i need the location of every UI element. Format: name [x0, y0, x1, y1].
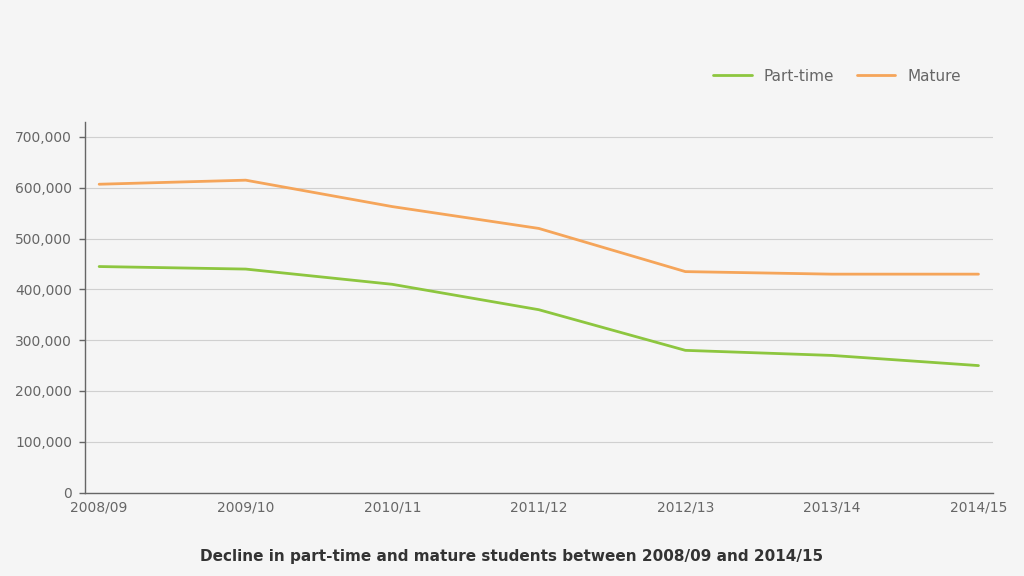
Mature — [973, 271, 985, 278]
Part-time — [386, 281, 398, 288]
Line: Mature: Mature — [99, 180, 979, 274]
Line: Part-time: Part-time — [99, 267, 979, 366]
Part-time — [679, 347, 691, 354]
Mature — [93, 181, 105, 188]
Part-time — [93, 263, 105, 270]
Mature — [825, 271, 838, 278]
Part-time — [240, 266, 252, 272]
Mature — [240, 177, 252, 184]
Mature — [386, 203, 398, 210]
Mature — [679, 268, 691, 275]
Part-time — [825, 352, 838, 359]
Part-time — [532, 306, 545, 313]
Part-time — [973, 362, 985, 369]
Mature — [532, 225, 545, 232]
Text: Decline in part-time and mature students between 2008/09 and 2014/15: Decline in part-time and mature students… — [201, 550, 823, 564]
Legend: Part-time, Mature: Part-time, Mature — [708, 63, 968, 90]
